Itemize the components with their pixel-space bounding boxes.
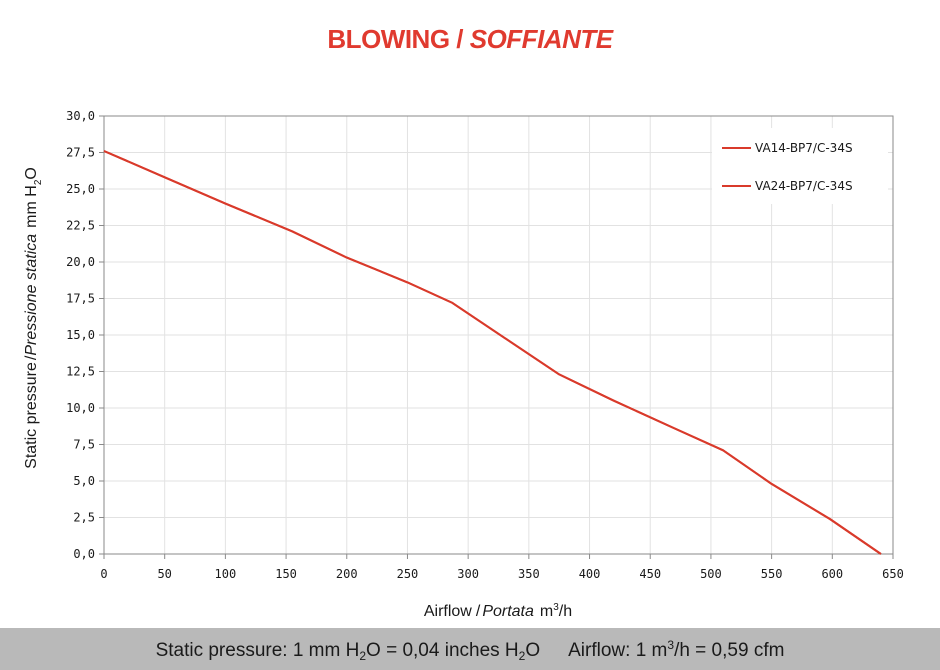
conversion-note: Static pressure: 1 mm H2O = 0,04 inches … (155, 638, 785, 663)
x-tick-label: 250 (397, 567, 419, 581)
y-tick-label: 15,0 (66, 328, 95, 342)
x-label-english: Airflow (424, 603, 472, 620)
y-tick-label: 2,5 (73, 511, 95, 525)
y-label-english: Static pressure (23, 362, 40, 469)
y-label-italian: Pressione statica (23, 234, 40, 356)
series-group (103, 150, 882, 555)
y-tick-label: 10,0 (66, 401, 95, 415)
x-label-italian: Portata (482, 603, 534, 620)
y-tick-label: 25,0 (66, 182, 95, 196)
y-tick-label: 27,5 (66, 146, 95, 160)
y-tick-label: 30,0 (66, 109, 95, 123)
legend-label: VA14-BP7/C-34S (755, 141, 853, 155)
y-tick-label: 20,0 (66, 255, 95, 269)
x-tick-label: 300 (457, 567, 479, 581)
conversion-footer: Static pressure: 1 mm H2O = 0,04 inches … (0, 628, 940, 670)
y-tick-label: 17,5 (66, 292, 95, 306)
y-tick-label: 0,0 (73, 547, 95, 561)
y-label-unit-sub: 2 (33, 179, 44, 185)
x-tick-label: 150 (275, 567, 297, 581)
y-tick-label: 12,5 (66, 365, 95, 379)
x-tick-label: 550 (761, 567, 783, 581)
legend-background (712, 128, 888, 204)
chart-title: BLOWING / SOFFIANTE (0, 24, 940, 55)
x-tick-label: 600 (821, 567, 843, 581)
chart-area: 0,0 2,5 5,0 7,5 10,0 12,5 15,0 17,5 20,0 22,5 25,0… (23, 109, 904, 620)
x-tick-label: 0 (100, 567, 107, 581)
x-label-unit-rest: /h (559, 603, 572, 620)
title-english: BLOWING (327, 24, 450, 54)
x-tick-label: 50 (157, 567, 171, 581)
x-tick-label: 200 (336, 567, 358, 581)
y-axis-label: Static pressure/Pressione staticamm H2O (23, 167, 44, 469)
x-tick-label: 350 (518, 567, 540, 581)
y-label-unit-rest: O (23, 167, 40, 179)
x-tick-label: 400 (579, 567, 601, 581)
series-line-2 (103, 150, 882, 555)
y-tick-label: 7,5 (73, 438, 95, 452)
y-label-unit: mm H (23, 185, 40, 228)
y-axis-ticks: 0,0 2,5 5,0 7,5 10,0 12,5 15,0 17,5 20,0 22,5 25,0… (66, 109, 104, 561)
x-label-unit: m (540, 603, 553, 620)
title-separator: / (449, 24, 470, 54)
title-italian: SOFFIANTE (469, 24, 613, 54)
x-tick-label: 650 (882, 567, 904, 581)
x-axis-ticks: 0 50 100 150 200 250 300 350 400 450 500 550 600 650 (100, 554, 904, 581)
y-tick-label: 22,5 (66, 219, 95, 233)
x-tick-label: 500 (700, 567, 722, 581)
legend-label: VA24-BP7/C-34S (755, 179, 853, 193)
x-tick-label: 100 (215, 567, 237, 581)
series-line-1 (103, 150, 882, 555)
x-axis-label: Airflow / Portata m3/h (424, 602, 572, 620)
y-tick-label: 5,0 (73, 474, 95, 488)
x-tick-label: 450 (639, 567, 661, 581)
legend: VA14-BP7/C-34S VA24-BP7/C-34S (712, 128, 888, 204)
x-label-unit-sup: 3 (553, 602, 559, 613)
